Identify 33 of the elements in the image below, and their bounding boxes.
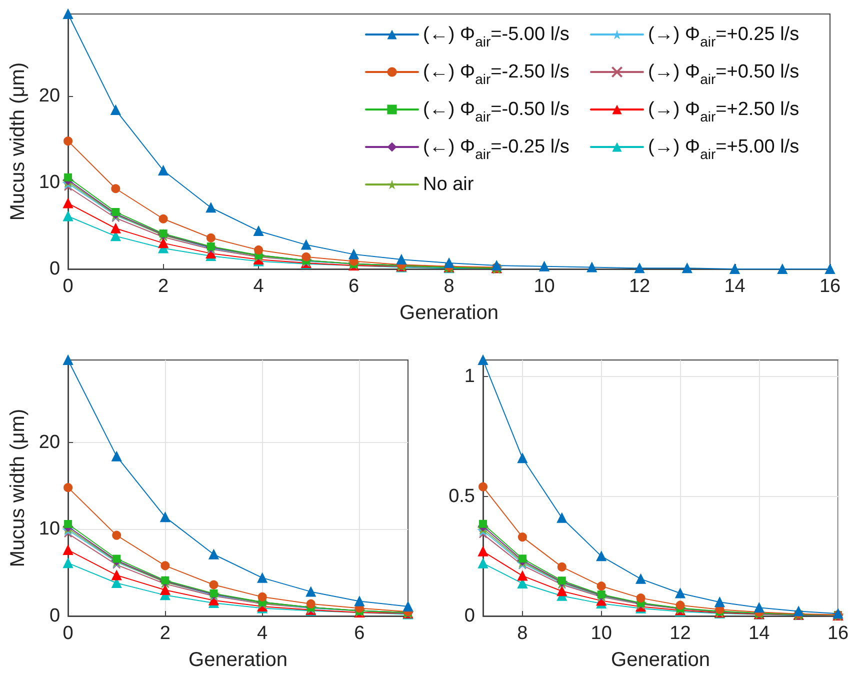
x-axis-title: Generation [188,649,288,671]
y-axis-title: Mucus width (μm) [7,408,29,568]
y-tick-label: 0 [464,606,475,626]
y-axis-title: Mucus width (μm) [7,62,29,221]
x-axis-title: Generation [611,649,710,671]
y-tick-label: 1 [464,366,475,388]
legend-label: No air [423,174,474,195]
x-tick-label: 10 [534,276,555,297]
x-tick-label: 12 [628,276,650,297]
x-tick-label: 4 [257,623,268,644]
x-tick-label: 10 [590,623,612,644]
x-tick-label: 0 [62,623,74,644]
x-tick-label: 8 [444,276,454,297]
x-tick-label: 14 [748,623,770,644]
x-tick-label: 8 [517,623,528,644]
x-tick-label: 2 [160,623,170,644]
x-tick-label: 12 [670,623,691,644]
x-tick-label: 6 [348,276,360,297]
y-tick-label: 10 [38,518,60,540]
x-tick-label: 4 [253,276,264,297]
x-tick-label: 14 [724,276,746,297]
y-tick-label: 20 [38,86,60,107]
x-tick-label: 2 [158,276,169,297]
y-tick-label: 0.5 [448,486,475,507]
x-axis-title: Generation [400,302,498,324]
y-tick-label: 10 [38,172,60,194]
y-tick-label: 0 [49,606,60,626]
y-tick-label: 0 [49,258,60,280]
y-tick-label: 20 [38,432,60,453]
x-tick-label: 16 [827,623,849,644]
x-tick-label: 6 [354,623,365,644]
x-tick-label: 0 [62,276,74,297]
x-tick-label: 16 [819,276,841,297]
